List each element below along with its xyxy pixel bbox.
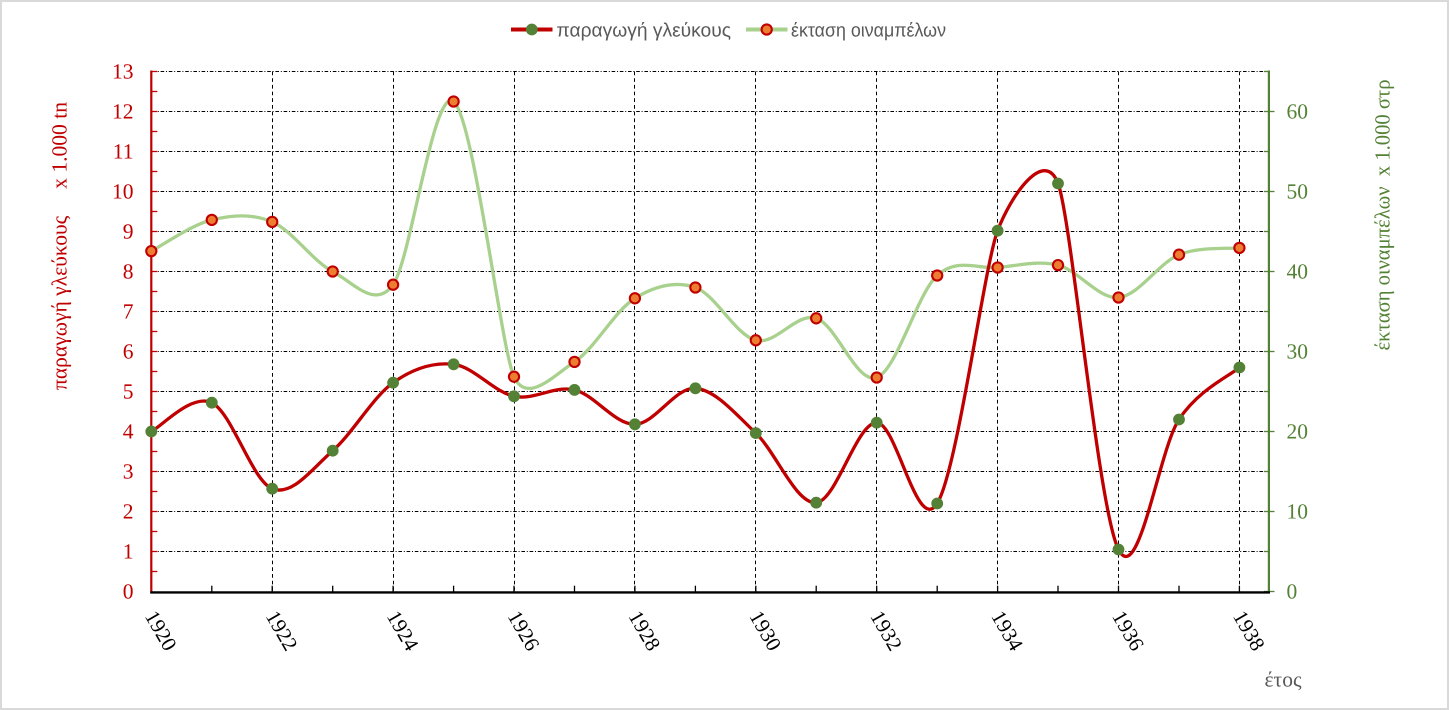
- svg-text:7: 7: [123, 300, 134, 324]
- svg-text:5: 5: [123, 380, 134, 404]
- svg-text:30: 30: [1287, 340, 1309, 364]
- svg-text:9: 9: [123, 220, 134, 244]
- svg-text:10: 10: [112, 180, 134, 204]
- svg-text:4: 4: [123, 420, 134, 444]
- svg-text:έκταση οιναμπέλων: έκταση οιναμπέλων: [791, 21, 946, 42]
- svg-text:11: 11: [113, 140, 134, 164]
- svg-text:παραγωγή γλεύκους: παραγωγή γλεύκους: [557, 21, 732, 42]
- svg-text:0: 0: [123, 580, 134, 604]
- svg-text:έτος: έτος: [1265, 668, 1302, 692]
- svg-text:20: 20: [1287, 420, 1309, 444]
- svg-text:13: 13: [112, 60, 134, 84]
- svg-text:3: 3: [123, 460, 134, 484]
- svg-text:60: 60: [1287, 100, 1309, 124]
- svg-text:1: 1: [123, 540, 134, 564]
- svg-text:10: 10: [1287, 500, 1309, 524]
- svg-text:2: 2: [123, 500, 134, 524]
- svg-text:έκταση οιναμπέλων x 1.000 στρ: έκταση οιναμπέλων x 1.000 στρ: [1371, 80, 1395, 351]
- svg-text:50: 50: [1287, 180, 1309, 204]
- svg-text:12: 12: [112, 100, 134, 124]
- svg-text:0: 0: [1287, 580, 1298, 604]
- svg-text:8: 8: [123, 260, 134, 284]
- svg-text:6: 6: [123, 340, 134, 364]
- svg-text:παραγωγή γλεύκους x 1.000: παραγωγή γλεύκους x 1.000 tn: [48, 102, 72, 390]
- svg-text:40: 40: [1287, 260, 1309, 284]
